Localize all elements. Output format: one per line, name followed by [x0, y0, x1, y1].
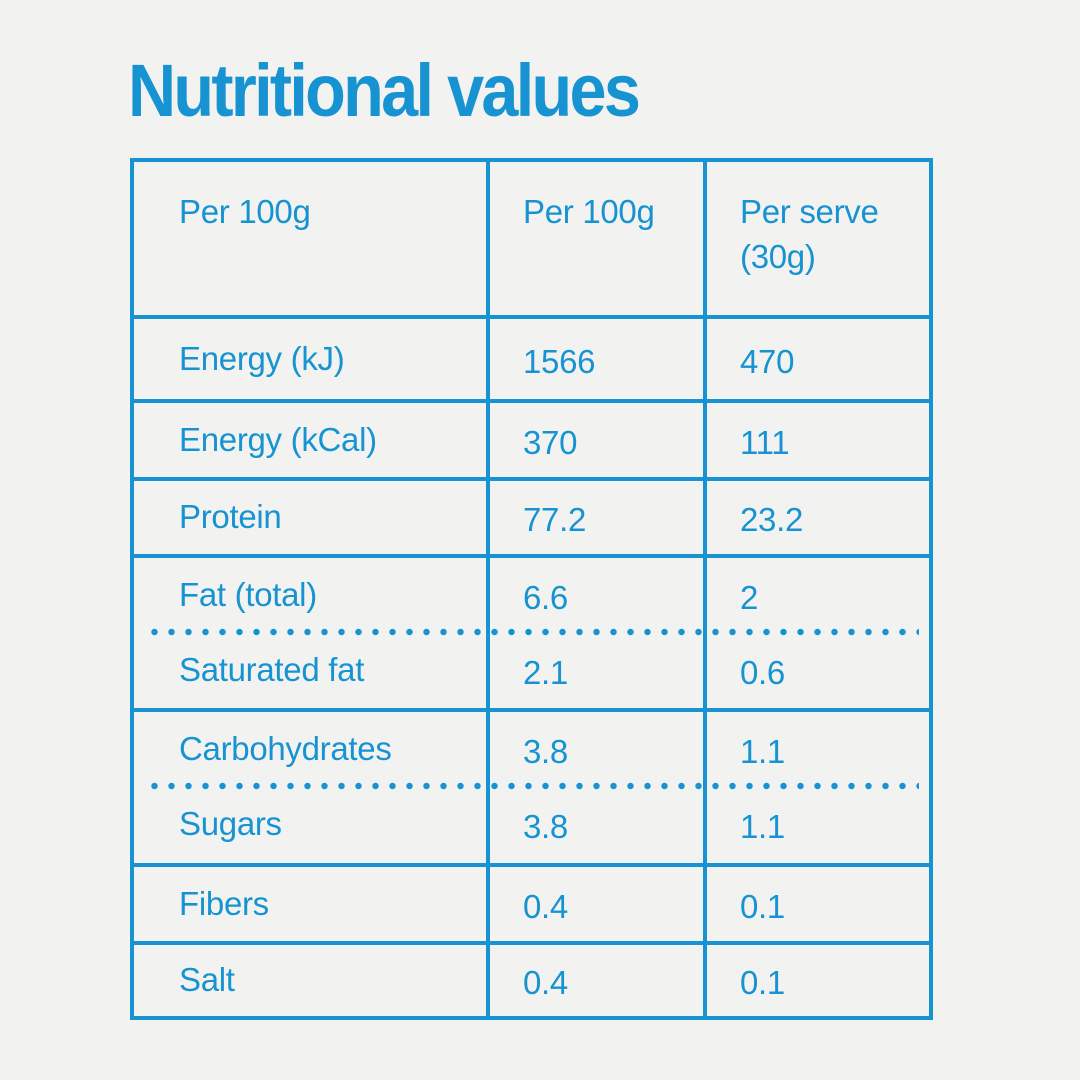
- value-per-100g: 0.4: [486, 867, 703, 941]
- table-row: Fat (total) 6.6 2: [134, 554, 929, 632]
- row-label: Energy (kCal): [179, 420, 377, 458]
- value-per-100g: 6.6: [486, 558, 703, 632]
- value-per-100g: 1566: [486, 319, 703, 399]
- value-per-serve: 0.1: [703, 867, 929, 941]
- table-row: Sugars 3.8 1.1: [134, 782, 929, 863]
- table-row: Carbohydrates 3.8 1.1: [134, 708, 929, 786]
- row-label: Carbohydrates: [179, 729, 392, 767]
- table-row: Saturated fat 2.1 0.6: [134, 628, 929, 708]
- table-row: Salt 0.4 0.1: [134, 941, 929, 1016]
- nutrition-table: Per 100g Per 100g Per serve (30g) Energy…: [130, 158, 933, 1020]
- row-label: Fat (total): [179, 575, 317, 613]
- value-per-100g: 2.1: [486, 632, 703, 708]
- page-title: Nutritional values: [128, 49, 641, 132]
- value-per-100g: 3.8: [486, 786, 703, 863]
- row-label: Salt: [179, 961, 235, 999]
- value-per-serve: 470: [703, 319, 929, 399]
- header-cell-label-column: Per 100g: [179, 193, 311, 230]
- table-header-row: Per 100g Per 100g Per serve (30g): [134, 162, 929, 315]
- value-per-serve: 0.6: [703, 632, 929, 708]
- table-row: Protein 77.2 23.2: [134, 477, 929, 554]
- value-per-serve: 0.1: [703, 945, 929, 1016]
- row-label: Fibers: [179, 884, 269, 922]
- value-per-serve: 111: [703, 403, 929, 477]
- row-label: Protein: [179, 498, 282, 536]
- row-label: Sugars: [179, 805, 282, 843]
- table-row: Energy (kJ) 1566 470: [134, 315, 929, 399]
- value-per-100g: 3.8: [486, 712, 703, 786]
- value-per-serve: 1.1: [703, 786, 929, 863]
- value-per-serve: 1.1: [703, 712, 929, 786]
- header-cell-per-serve: Per serve (30g): [703, 162, 929, 315]
- table-row: Fibers 0.4 0.1: [134, 863, 929, 941]
- value-per-serve: 2: [703, 558, 929, 632]
- value-per-100g: 370: [486, 403, 703, 477]
- row-label: Saturated fat: [179, 650, 365, 688]
- row-label: Energy (kJ): [179, 339, 345, 377]
- table-row: Energy (kCal) 370 111: [134, 399, 929, 477]
- value-per-100g: 77.2: [486, 481, 703, 554]
- header-cell-per-100g: Per 100g: [486, 162, 703, 315]
- value-per-100g: 0.4: [486, 945, 703, 1016]
- value-per-serve: 23.2: [703, 481, 929, 554]
